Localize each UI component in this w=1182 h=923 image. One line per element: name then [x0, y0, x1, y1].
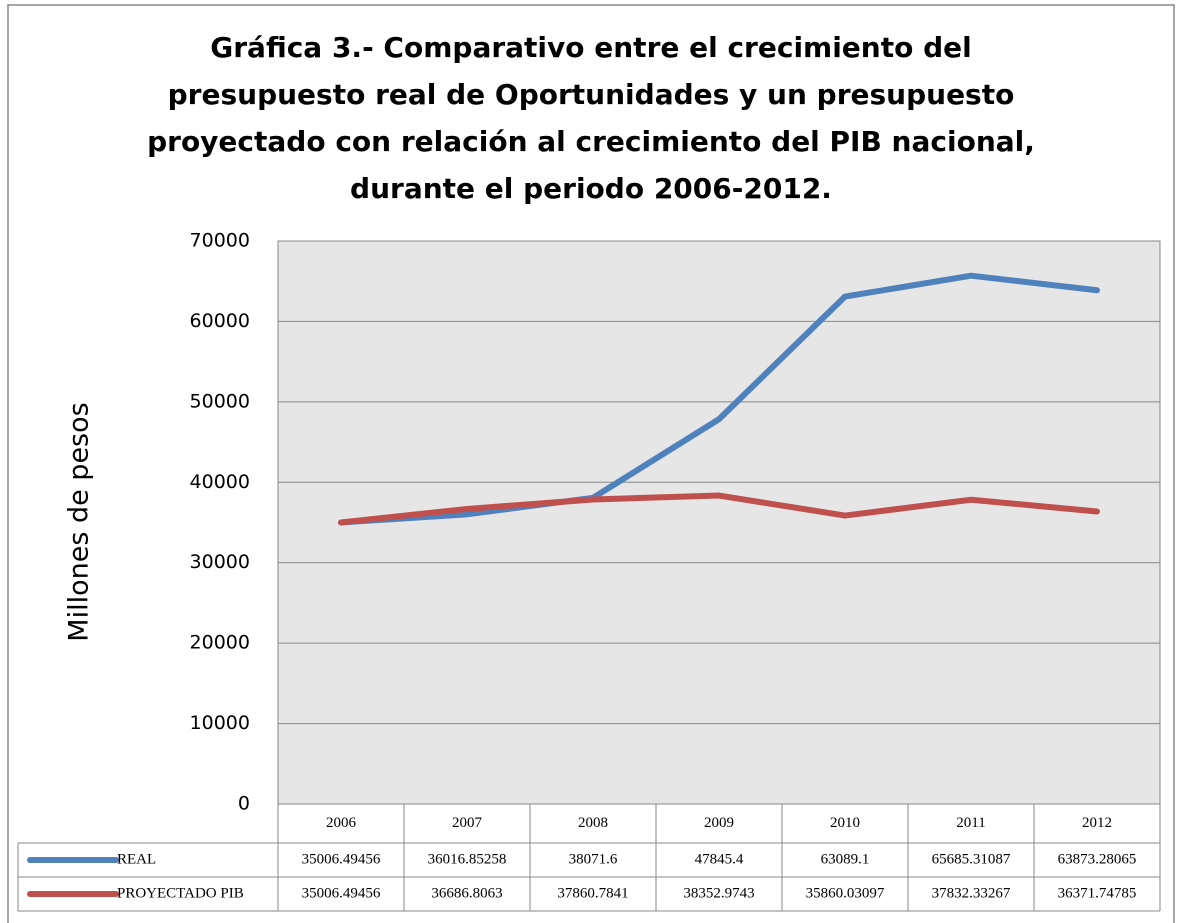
table-value: 37860.7841 [557, 885, 628, 901]
chart-title: Gráfica 3.- Comparativo entre el crecimi… [147, 31, 1035, 205]
legend-label: PROYECTADO PIB [117, 885, 244, 901]
plot-area [277, 240, 1161, 805]
y-tick-label: 10000 [190, 712, 250, 734]
table-value: 65685.31087 [932, 851, 1011, 867]
x-tick-label: 2009 [704, 815, 734, 831]
x-tick-label: 2008 [578, 815, 608, 831]
table-value: 35860.03097 [806, 885, 885, 901]
x-tick-label: 2012 [1082, 815, 1112, 831]
y-axis-label: Millones de pesos [64, 402, 95, 641]
series-line [338, 272, 1100, 526]
table-value: 37832.33267 [932, 885, 1011, 901]
x-tick-label: 2011 [956, 815, 985, 831]
y-tick-label: 40000 [190, 471, 250, 493]
table-value: 35006.49456 [302, 885, 381, 901]
y-tick-label: 60000 [190, 310, 250, 332]
series-line [338, 492, 1100, 526]
legend-label: REAL [117, 851, 156, 867]
table-value: 47845.4 [695, 851, 744, 867]
table-value: 36686.8063 [431, 885, 502, 901]
table-value: 36371.74785 [1058, 885, 1137, 901]
table-value: 38071.6 [569, 851, 618, 867]
table-value: 35006.49456 [302, 851, 381, 867]
table-value: 36016.85258 [428, 851, 507, 867]
table-value: 63873.28065 [1058, 851, 1137, 867]
x-tick-label: 2007 [452, 815, 483, 831]
y-tick-label: 0 [238, 793, 250, 815]
table-value: 38352.9743 [683, 885, 754, 901]
x-tick-label: 2006 [326, 815, 357, 831]
x-tick-label: 2010 [830, 815, 860, 831]
y-tick-label: 30000 [190, 551, 250, 573]
y-tick-label: 20000 [190, 632, 250, 654]
y-tick-label: 70000 [190, 230, 250, 252]
chart-border [7, 4, 1175, 923]
y-tick-label: 50000 [190, 390, 250, 412]
table-value: 63089.1 [821, 851, 870, 867]
